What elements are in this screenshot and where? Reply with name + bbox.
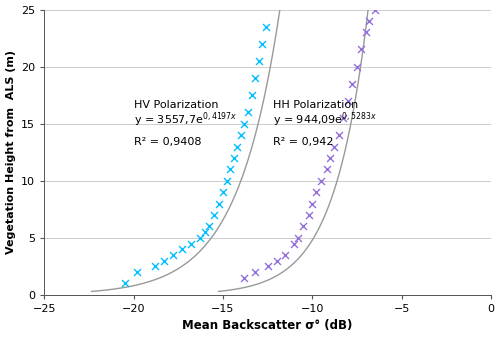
Point: [251, 75, 259, 81]
Point: [335, 132, 343, 138]
Point: [300, 224, 308, 229]
Point: [338, 115, 346, 121]
Point: [210, 212, 218, 218]
Point: [294, 235, 302, 241]
Point: [371, 7, 379, 12]
Point: [219, 189, 227, 195]
Point: [216, 201, 224, 206]
Point: [151, 264, 159, 269]
Point: [322, 167, 330, 172]
Point: [233, 144, 241, 149]
Point: [282, 252, 290, 258]
Point: [272, 258, 280, 263]
Point: [251, 269, 259, 275]
Point: [248, 93, 256, 98]
Point: [317, 178, 325, 184]
Point: [120, 281, 128, 286]
Point: [178, 246, 186, 252]
Point: [290, 241, 298, 246]
Y-axis label: Vegetation Height from  ALS (m): Vegetation Height from ALS (m): [6, 50, 16, 254]
Point: [356, 47, 364, 52]
Text: R² = 0,942: R² = 0,942: [273, 137, 334, 146]
Point: [366, 18, 374, 24]
Point: [133, 269, 141, 275]
Point: [312, 189, 320, 195]
Point: [326, 155, 334, 161]
Point: [187, 241, 195, 246]
Point: [262, 24, 270, 29]
Text: y = 944,09e$^{0,5283x}$: y = 944,09e$^{0,5283x}$: [273, 111, 377, 129]
Point: [196, 235, 203, 241]
Point: [237, 132, 245, 138]
Point: [222, 178, 230, 184]
Point: [160, 258, 168, 263]
Point: [169, 252, 177, 258]
Point: [240, 275, 248, 281]
Text: R² = 0,9408: R² = 0,9408: [134, 137, 201, 146]
Text: y = 3557,7e$^{0,4197x}$: y = 3557,7e$^{0,4197x}$: [134, 111, 237, 129]
Point: [258, 41, 266, 47]
Point: [362, 30, 370, 35]
Text: HV Polarization: HV Polarization: [134, 100, 218, 110]
Point: [304, 212, 312, 218]
Point: [308, 201, 316, 206]
Point: [226, 167, 234, 172]
Point: [240, 121, 248, 126]
Point: [348, 81, 356, 87]
Point: [344, 98, 352, 103]
Point: [353, 64, 361, 69]
Point: [264, 264, 272, 269]
Point: [254, 58, 262, 64]
Point: [230, 155, 237, 161]
Point: [204, 224, 212, 229]
Point: [201, 230, 209, 235]
X-axis label: Mean Backscatter σ° (dB): Mean Backscatter σ° (dB): [182, 319, 353, 333]
Point: [330, 144, 338, 149]
Text: HH Polarization: HH Polarization: [273, 100, 358, 110]
Point: [244, 110, 252, 115]
